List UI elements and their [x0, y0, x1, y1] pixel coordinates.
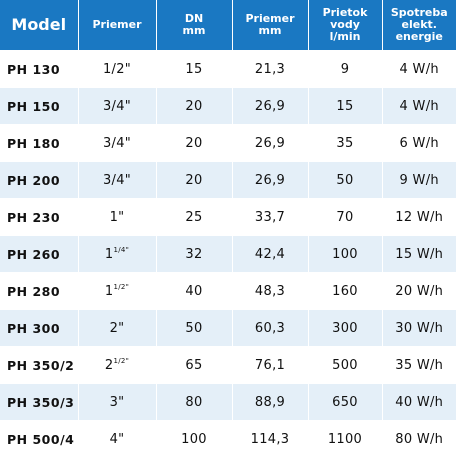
- cell-dn: 20: [156, 87, 233, 125]
- header-flow: Prietok vody l/min: [308, 0, 383, 51]
- cell-power: 40 W/h: [382, 383, 456, 421]
- cell-diameter-mm: 88,9: [232, 383, 309, 421]
- table-row: PH 200 3/4" 20 26,9 50 9 W/h: [0, 161, 456, 199]
- cell-dn: 20: [156, 161, 233, 199]
- header-model: Model: [0, 0, 79, 51]
- cell-diameter-mm: 76,1: [232, 346, 309, 384]
- cell-model: PH 300: [0, 309, 79, 347]
- fraction-superscript: 1/2": [113, 357, 130, 365]
- table-row: PH 260 11/4" 32 42,4 100 15 W/h: [0, 235, 456, 273]
- cell-power: 35 W/h: [382, 346, 456, 384]
- cell-model: PH 150: [0, 87, 79, 125]
- table-body: PH 130 1/2" 15 21,3 9 4 W/h PH 150 3/4" …: [0, 50, 456, 457]
- cell-diameter-mm: 33,7: [232, 198, 309, 236]
- cell-diameter-mm: 26,9: [232, 87, 309, 125]
- cell-dn: 65: [156, 346, 233, 384]
- cell-diameter-mm: 26,9: [232, 161, 309, 199]
- cell-flow: 300: [308, 309, 383, 347]
- cell-model: PH 200: [0, 161, 79, 199]
- cell-model: PH 500/4: [0, 420, 79, 457]
- cell-model: PH 180: [0, 124, 79, 162]
- table-row: PH 230 1" 25 33,7 70 12 W/h: [0, 198, 456, 236]
- table-row: PH 500/4 4" 100 114,3 1100 80 W/h: [0, 420, 456, 457]
- cell-diameter: 1": [78, 198, 157, 236]
- fraction-superscript: 1/2": [113, 283, 130, 291]
- cell-dn: 20: [156, 124, 233, 162]
- cell-dn: 32: [156, 235, 233, 273]
- header-diameter-mm: Priemer mm: [232, 0, 309, 51]
- cell-diameter: 11/2": [78, 272, 157, 310]
- cell-diameter-mm: 48,3: [232, 272, 309, 310]
- cell-model: PH 260: [0, 235, 79, 273]
- cell-model: PH 350/3: [0, 383, 79, 421]
- table-row: PH 180 3/4" 20 26,9 35 6 W/h: [0, 124, 456, 162]
- cell-flow: 1100: [308, 420, 383, 457]
- cell-power: 30 W/h: [382, 309, 456, 347]
- cell-flow: 70: [308, 198, 383, 236]
- cell-diameter-mm: 42,4: [232, 235, 309, 273]
- table-row: PH 350/3 3" 80 88,9 650 40 W/h: [0, 383, 456, 421]
- cell-diameter: 3/4": [78, 124, 157, 162]
- header-diameter: Priemer: [78, 0, 157, 51]
- cell-flow: 9: [308, 50, 383, 88]
- cell-diameter: 1/2": [78, 50, 157, 88]
- cell-model: PH 230: [0, 198, 79, 236]
- cell-flow: 35: [308, 124, 383, 162]
- table-row: PH 130 1/2" 15 21,3 9 4 W/h: [0, 50, 456, 88]
- cell-power: 4 W/h: [382, 87, 456, 125]
- cell-dn: 50: [156, 309, 233, 347]
- cell-diameter-mm: 60,3: [232, 309, 309, 347]
- cell-diameter: 21/2": [78, 346, 157, 384]
- cell-flow: 500: [308, 346, 383, 384]
- table-row: PH 300 2" 50 60,3 300 30 W/h: [0, 309, 456, 347]
- cell-model: PH 280: [0, 272, 79, 310]
- fraction-superscript: 1/4": [113, 246, 130, 254]
- cell-diameter-mm: 21,3: [232, 50, 309, 88]
- table-row: PH 280 11/2" 40 48,3 160 20 W/h: [0, 272, 456, 310]
- cell-dn: 100: [156, 420, 233, 457]
- cell-flow: 160: [308, 272, 383, 310]
- cell-dn: 25: [156, 198, 233, 236]
- cell-diameter-mm: 114,3: [232, 420, 309, 457]
- cell-dn: 80: [156, 383, 233, 421]
- cell-power: 15 W/h: [382, 235, 456, 273]
- cell-model: PH 130: [0, 50, 79, 88]
- cell-diameter: 2": [78, 309, 157, 347]
- table-row: PH 350/2 21/2" 65 76,1 500 35 W/h: [0, 346, 456, 384]
- cell-diameter: 11/4": [78, 235, 157, 273]
- cell-power: 20 W/h: [382, 272, 456, 310]
- cell-diameter: 3/4": [78, 161, 157, 199]
- cell-dn: 40: [156, 272, 233, 310]
- cell-flow: 15: [308, 87, 383, 125]
- cell-model: PH 350/2: [0, 346, 79, 384]
- cell-diameter-mm: 26,9: [232, 124, 309, 162]
- cell-power: 4 W/h: [382, 50, 456, 88]
- cell-diameter: 4": [78, 420, 157, 457]
- table-row: PH 150 3/4" 20 26,9 15 4 W/h: [0, 87, 456, 125]
- header-power: Spotreba elekt. energie: [382, 0, 456, 51]
- cell-power: 9 W/h: [382, 161, 456, 199]
- header-row: Model Priemer DN mm Priemer mm Prietok v…: [0, 0, 456, 51]
- header-dn: DN mm: [156, 0, 233, 51]
- cell-diameter: 3": [78, 383, 157, 421]
- cell-flow: 50: [308, 161, 383, 199]
- cell-flow: 650: [308, 383, 383, 421]
- cell-diameter: 3/4": [78, 87, 157, 125]
- cell-power: 12 W/h: [382, 198, 456, 236]
- cell-flow: 100: [308, 235, 383, 273]
- cell-power: 6 W/h: [382, 124, 456, 162]
- cell-dn: 15: [156, 50, 233, 88]
- cell-power: 80 W/h: [382, 420, 456, 457]
